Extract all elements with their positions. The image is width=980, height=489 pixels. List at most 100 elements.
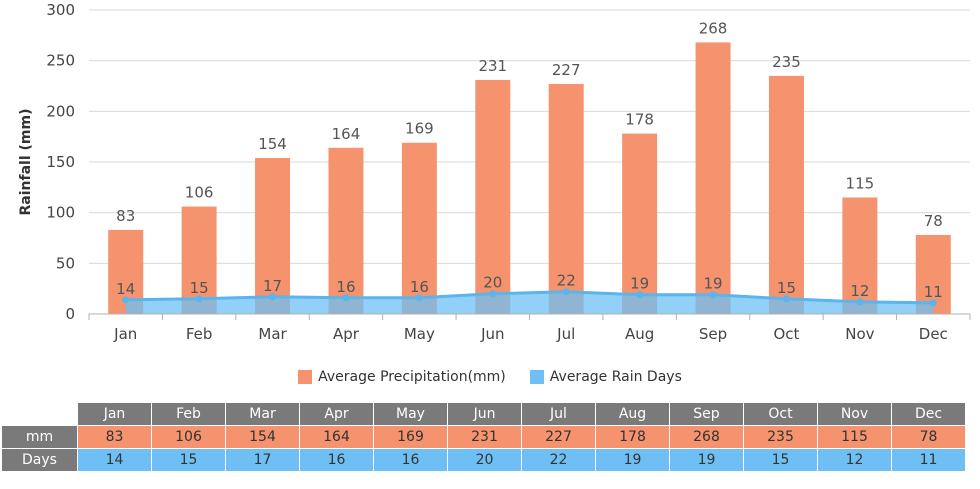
rain-days-point xyxy=(342,294,350,302)
table-cell-days: 12 xyxy=(817,448,892,472)
table-cell-mm: 83 xyxy=(77,425,152,449)
y-tick-label: 300 xyxy=(46,1,75,19)
table-cell-mm: 268 xyxy=(669,425,744,449)
legend-swatch-rain-days xyxy=(529,370,544,384)
table-cell-mm: 115 xyxy=(817,425,892,449)
bar-value-label: 227 xyxy=(552,61,581,79)
legend-label-rain-days: Average Rain Days xyxy=(549,369,682,385)
table-month-header: Nov xyxy=(817,402,892,426)
bar-value-label: 231 xyxy=(478,57,507,75)
table-cell-days: 22 xyxy=(521,448,596,472)
x-tick-label: Jan xyxy=(113,325,137,343)
table-month-header: Apr xyxy=(299,402,374,426)
rain-days-point xyxy=(929,299,937,307)
bar-value-label: 268 xyxy=(699,19,728,37)
table-cell-days: 20 xyxy=(447,448,522,472)
x-tick-label: Apr xyxy=(333,325,360,343)
rain-days-point xyxy=(122,296,130,304)
rain-days-point xyxy=(195,295,203,303)
table-cell-days: 19 xyxy=(669,448,744,472)
y-tick-label: 50 xyxy=(56,254,75,272)
rain-days-point xyxy=(856,298,864,306)
table-cell-mm: 106 xyxy=(151,425,226,449)
rain-days-value-label: 17 xyxy=(263,277,282,295)
chart: 0 50 100 150 200 250 300 Rainfall (mm) 83 106 154 1… xyxy=(18,1,971,343)
table-month-header: Sep xyxy=(669,402,744,426)
bar-value-label: 154 xyxy=(258,135,287,153)
bar xyxy=(401,142,437,314)
table-cell-days: 15 xyxy=(151,448,226,472)
rain-days-point xyxy=(269,293,277,301)
x-tick-label: Dec xyxy=(919,325,948,343)
y-tick-label: 250 xyxy=(46,52,75,70)
rain-days-point xyxy=(489,290,497,298)
table-cell-days: 16 xyxy=(373,448,448,472)
rain-days-point xyxy=(415,294,423,302)
x-tick-label: Aug xyxy=(625,325,654,343)
bar-value-label: 235 xyxy=(772,53,801,71)
y-tick-label: 0 xyxy=(65,305,75,323)
y-tick-label: 150 xyxy=(46,153,75,171)
table-month-header: Jun xyxy=(447,402,522,426)
table-month-header: Mar xyxy=(225,402,300,426)
table-cell-mm: 231 xyxy=(447,425,522,449)
rain-days-value-label: 19 xyxy=(703,275,722,293)
legend: Average Precipitation(mm) Average Rain D… xyxy=(0,369,980,385)
table-cell-days: 19 xyxy=(595,448,670,472)
table-cell-mm: 178 xyxy=(595,425,670,449)
rain-days-line xyxy=(125,290,934,305)
table-cell-days: 14 xyxy=(77,448,152,472)
rain-days-value-label: 19 xyxy=(630,275,649,293)
table-row-mm: mm 83 106 154 164 169 231 227 178 268 235 115 78 xyxy=(1,425,966,449)
y-axis-label: Rainfall (mm) xyxy=(18,109,34,216)
x-tick-label: Oct xyxy=(773,325,799,343)
table-row-label-mm: mm xyxy=(1,425,78,449)
rain-days-area xyxy=(125,291,934,314)
rain-days-value-label: 22 xyxy=(557,272,576,290)
rain-days-value-label: 12 xyxy=(850,282,869,300)
rain-days-value-label: 14 xyxy=(116,280,135,298)
data-table: Jan Feb Mar Apr May Jun Jul Aug Sep Oct Nov Dec mm … xyxy=(1,402,966,472)
table-cell-mm: 169 xyxy=(373,425,448,449)
bar xyxy=(548,83,584,315)
table-month-header: Aug xyxy=(595,402,670,426)
rain-days-value-label: 16 xyxy=(336,278,355,296)
table-cell-days: 16 xyxy=(299,448,374,472)
table-month-header: Oct xyxy=(743,402,818,426)
bar-value-label: 178 xyxy=(625,111,654,129)
y-tick-label: 100 xyxy=(46,204,75,222)
table-header-row: Jan Feb Mar Apr May Jun Jul Aug Sep Oct Nov Dec xyxy=(1,402,966,426)
table-row-label-days: Days xyxy=(1,448,78,472)
rain-days-value-label: 15 xyxy=(190,279,209,297)
bar xyxy=(695,42,731,314)
x-tick-label: Feb xyxy=(186,325,213,343)
legend-item-precipitation[interactable]: Average Precipitation(mm) xyxy=(298,369,506,385)
bar-value-label: 169 xyxy=(405,120,434,138)
table-cell-mm: 227 xyxy=(521,425,596,449)
bar-value-label: 78 xyxy=(924,212,943,230)
table-cell-days: 11 xyxy=(891,448,966,472)
rain-days-point xyxy=(709,291,717,299)
bar-value-label: 115 xyxy=(846,174,875,192)
legend-swatch-precipitation xyxy=(298,370,313,384)
rain-days-point xyxy=(782,295,790,303)
table-cell-days: 17 xyxy=(225,448,300,472)
rain-days-value-label: 11 xyxy=(924,283,943,301)
table-month-header: Jan xyxy=(77,402,152,426)
y-tick-label: 200 xyxy=(46,102,75,120)
bar xyxy=(255,157,291,314)
table-row-days: Days 14 15 17 16 16 20 22 19 19 15 12 11 xyxy=(1,448,966,472)
table-cell-mm: 164 xyxy=(299,425,374,449)
legend-item-rain-days[interactable]: Average Rain Days xyxy=(529,369,682,385)
rain-days-value-label: 20 xyxy=(483,274,502,292)
bar xyxy=(622,133,658,314)
x-tick-label: Mar xyxy=(258,325,287,343)
table-month-header: Feb xyxy=(151,402,226,426)
rain-days-point xyxy=(562,288,570,296)
rain-days-value-label: 15 xyxy=(777,279,796,297)
table-cell-mm: 235 xyxy=(743,425,818,449)
table-cell-days: 15 xyxy=(743,448,818,472)
table-month-header: May xyxy=(373,402,448,426)
bar xyxy=(328,147,364,314)
x-tick-label: Sep xyxy=(699,325,727,343)
